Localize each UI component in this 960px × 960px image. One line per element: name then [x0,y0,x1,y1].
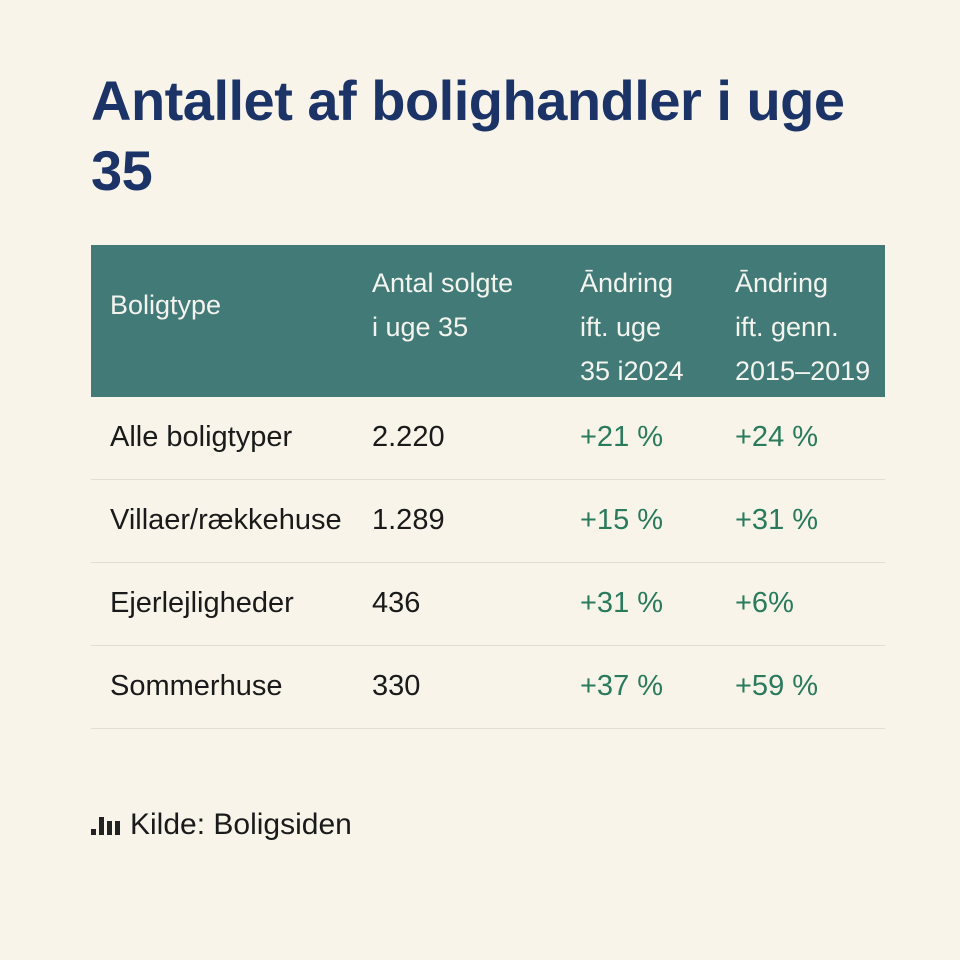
header-line: 2015–2019 [735,356,871,386]
header-line: ift. uge [580,312,662,342]
table-row: Villaer/rækkehuse 1.289 +15 % +31 % [91,480,885,563]
table-header: Boligtype Antal solgte i uge 35 Āndring … [91,245,885,397]
cell-change-2024: +31 % [580,587,664,619]
table-row: Sommerhuse 330 +37 % +59 % [91,646,885,729]
header-line: 35 i2024 [580,356,684,386]
table-row: Alle boligtyper 2.220 +21 % +24 % [91,397,885,480]
header-boligtype: Boligtype [110,283,221,327]
cell-change-avg: +31 % [735,504,819,536]
cell-type: Ejerlejligheder [110,587,294,619]
header-line: Antal solgte [372,268,514,298]
source-label: Kilde: Boligsiden [130,808,352,841]
header-line: Boligtype [110,290,222,320]
bar-chart-icon [91,815,120,835]
cell-count: 436 [372,587,421,619]
source-note: Kilde: Boligsiden [91,808,352,842]
cell-change-2024: +15 % [580,504,664,536]
header-line: i uge 35 [372,312,469,342]
header-line: ift. genn. [735,312,839,342]
header-antal: Antal solgte i uge 35 [372,261,513,349]
cell-type: Sommerhuse [110,670,283,702]
cell-count: 1.289 [372,504,445,536]
cell-type: Alle boligtyper [110,421,293,453]
header-line: Āndring [580,268,674,298]
header-line: Āndring [735,268,829,298]
cell-change-2024: +21 % [580,421,664,453]
page-title: Antallet af bolighandler i uge 35 [91,69,845,202]
cell-change-avg: +6% [735,587,794,619]
data-table: Boligtype Antal solgte i uge 35 Āndring … [91,245,885,729]
cell-type: Villaer/rækkehuse [110,504,342,536]
cell-change-2024: +37 % [580,670,664,702]
header-change-avg: Āndring ift. genn. 2015–2019 [735,261,870,393]
cell-change-avg: +59 % [735,670,819,702]
cell-count: 330 [372,670,421,702]
cell-count: 2.220 [372,421,445,453]
cell-change-avg: +24 % [735,421,819,453]
table-row: Ejerlejligheder 436 +31 % +6% [91,563,885,646]
header-change-2024: Āndring ift. uge 35 i2024 [580,261,684,393]
